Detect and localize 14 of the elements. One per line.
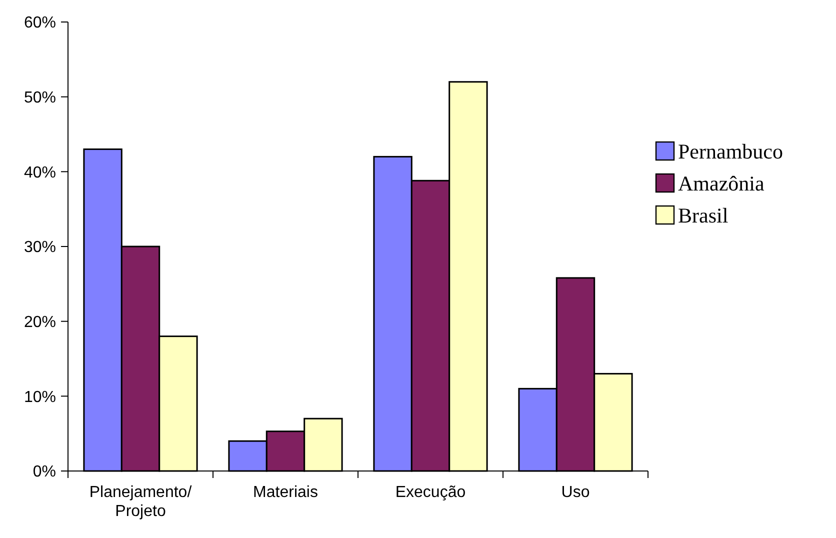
legend-label: Amazônia: [678, 171, 765, 196]
y-tick-label: 50%: [24, 89, 56, 106]
y-tick-label: 0%: [32, 464, 56, 481]
y-tick-label: 10%: [24, 388, 56, 406]
x-tick-label: Planejamento/ Projeto: [89, 484, 192, 520]
x-tick-label: Uso: [561, 484, 590, 501]
x-tick-label: Materiais: [253, 484, 318, 501]
x-tick-label: Execução: [395, 484, 466, 501]
y-tick-label: 40%: [24, 164, 56, 182]
legend-label: Pernambuco: [678, 139, 783, 164]
y-tick-label: 30%: [24, 239, 56, 256]
y-tick-label: 20%: [24, 314, 56, 331]
y-tick-label: 60%: [24, 14, 56, 32]
legend-label: Brasil: [678, 203, 728, 228]
